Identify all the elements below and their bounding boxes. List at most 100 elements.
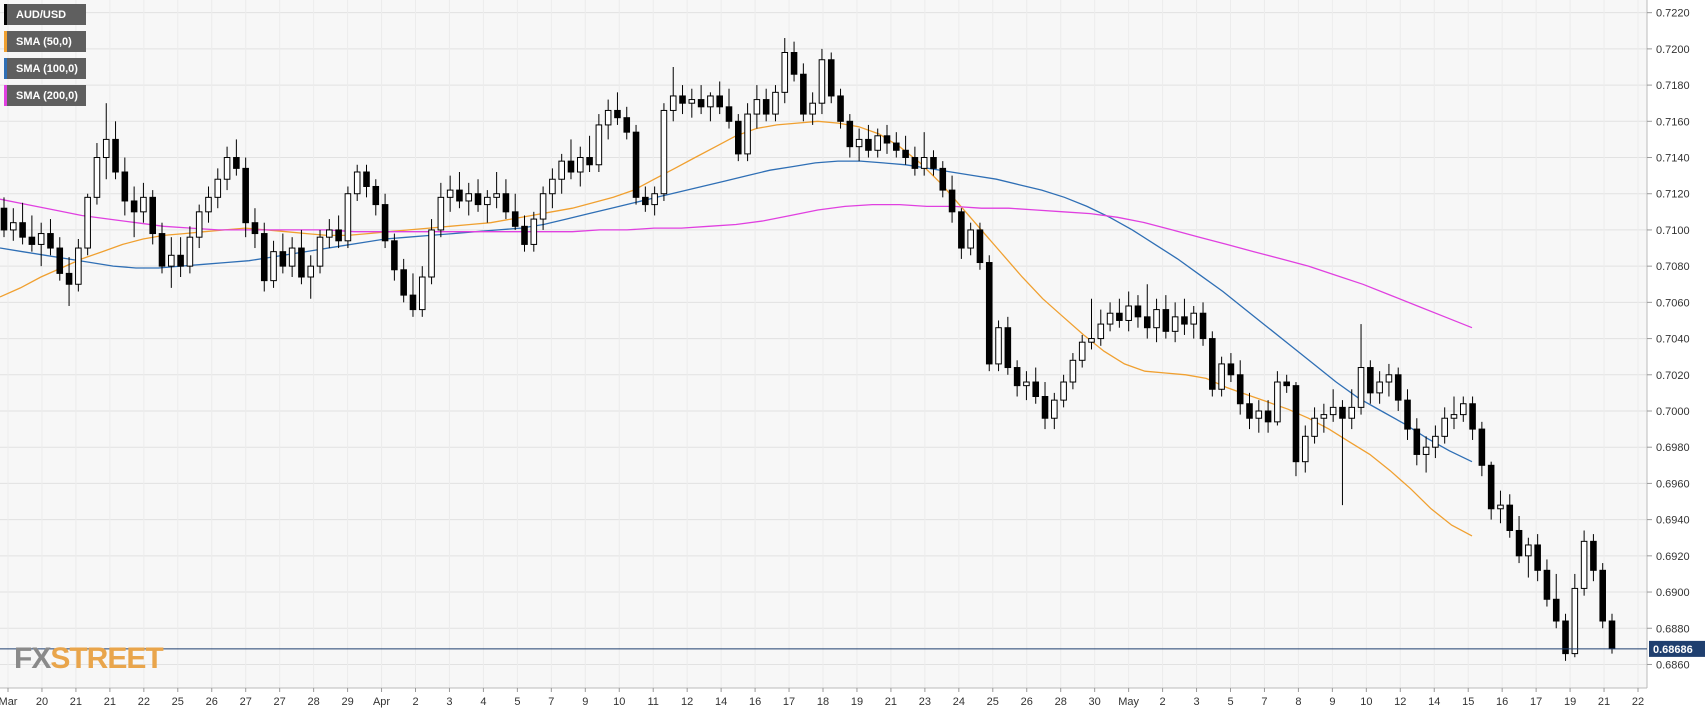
candle-down: [827, 59, 835, 97]
candle-down: [1487, 464, 1495, 510]
candle-down: [642, 196, 649, 206]
candles: [0, 38, 1616, 661]
legend-swatch-audusd: [4, 4, 7, 25]
candle-up: [753, 99, 761, 115]
candle-down: [883, 135, 891, 144]
candle-down: [976, 229, 984, 264]
x-tick-label: 26: [206, 696, 218, 708]
x-tick-label: 3: [1193, 696, 1199, 708]
legend-item-sma200[interactable]: SMA (200,0): [4, 85, 86, 106]
logo-fx: FX: [14, 642, 51, 675]
candle-up: [484, 196, 491, 206]
x-tick-label: 23: [919, 696, 931, 708]
candle-down: [1590, 540, 1597, 571]
x-tick-label: 25: [987, 696, 999, 708]
candle-down: [242, 167, 249, 224]
candle-down: [930, 157, 937, 169]
x-tick-label: 7: [548, 696, 554, 708]
candle-up: [93, 157, 101, 198]
candle-up: [855, 138, 863, 148]
candle-down: [47, 233, 54, 249]
candle-down: [679, 95, 686, 104]
candle-down: [456, 189, 463, 202]
candle-down: [1404, 399, 1411, 430]
candle-down: [1608, 620, 1616, 649]
y-tick-label: 0.7180: [1656, 80, 1690, 92]
candle-up: [1023, 381, 1030, 387]
x-tick-label: 16: [749, 696, 761, 708]
candle-down: [0, 207, 8, 231]
y-tick-label: 0.7000: [1656, 406, 1690, 418]
candle-up: [1580, 540, 1588, 589]
x-tick-label: 16: [1496, 696, 1508, 708]
candle-down: [865, 138, 872, 151]
x-tick-label: 26: [1021, 696, 1033, 708]
candle-up: [1069, 359, 1077, 383]
x-tick-label: May: [1118, 696, 1139, 708]
candle-down: [1534, 544, 1541, 571]
candle-down: [1339, 406, 1346, 419]
x-tick-label: 2: [412, 696, 418, 708]
candle-up: [1376, 381, 1383, 394]
candle-up: [307, 265, 315, 278]
candle-up: [920, 157, 928, 169]
candle-down: [19, 222, 26, 238]
x-tick-label: 20: [36, 696, 48, 708]
legend-swatch-sma100: [4, 58, 7, 79]
candle-up: [140, 196, 147, 213]
x-tick-label: 18: [817, 696, 829, 708]
candle-up: [809, 102, 816, 115]
legend-item-audusd[interactable]: AUD/USD: [4, 4, 86, 25]
x-tick-label: 21: [70, 696, 82, 708]
candle-down: [1478, 428, 1486, 466]
y-tick-label: 0.6980: [1656, 442, 1690, 454]
candle-down: [409, 294, 417, 311]
candle-up: [772, 91, 779, 115]
candle-up: [195, 211, 203, 238]
candle-down: [939, 167, 947, 191]
candle-up: [1329, 406, 1337, 416]
candle-down: [948, 189, 956, 213]
candle-up: [214, 178, 222, 198]
candle-up: [316, 236, 324, 267]
x-tick-label: 12: [681, 696, 693, 708]
candle-down: [586, 157, 593, 166]
candle-down: [893, 142, 900, 151]
x-tick-label: 21: [104, 696, 116, 708]
candle-up: [1153, 309, 1160, 329]
legend-item-sma100[interactable]: SMA (100,0): [4, 58, 86, 79]
x-tick-label: Apr: [373, 696, 390, 708]
candle-up: [1320, 414, 1328, 419]
candle-up: [418, 276, 426, 311]
x-tick-label: 22: [1632, 696, 1644, 708]
candle-up: [1422, 446, 1430, 455]
y-tick-label: 0.7100: [1656, 225, 1690, 237]
x-tick-label: 29: [341, 696, 353, 708]
candle-up: [10, 222, 17, 231]
x-axis: Mar 20 21 21 22 25 26 27 27 28 29 Apr 2 3 4 5 7 9 10 11 12 14…: [0, 688, 1644, 708]
candle-up: [1171, 316, 1179, 332]
legend-item-sma50[interactable]: SMA (50,0): [4, 31, 86, 52]
x-tick-label: 17: [783, 696, 795, 708]
candle-up: [1441, 417, 1448, 437]
legend-label-sma100: SMA (100,0): [16, 62, 78, 75]
candle-down: [632, 131, 640, 198]
candle-up: [707, 95, 714, 108]
candle-down: [400, 269, 407, 296]
candle-down: [1162, 309, 1170, 332]
candle-down: [790, 52, 798, 75]
candle-up: [595, 124, 603, 166]
candle-down: [800, 73, 807, 115]
x-tick-label: 15: [1462, 696, 1474, 708]
x-tick-label: 28: [308, 696, 320, 708]
candle-down: [1004, 327, 1012, 369]
candle-up: [1459, 403, 1467, 416]
candle-up: [270, 251, 277, 282]
x-tick-label: 22: [138, 696, 150, 708]
candle-down: [372, 185, 380, 206]
candle-down: [1143, 316, 1151, 329]
candle-up: [1274, 381, 1281, 423]
candle-up: [1097, 323, 1105, 340]
candle-down: [260, 233, 268, 282]
candle-down: [1367, 367, 1374, 394]
